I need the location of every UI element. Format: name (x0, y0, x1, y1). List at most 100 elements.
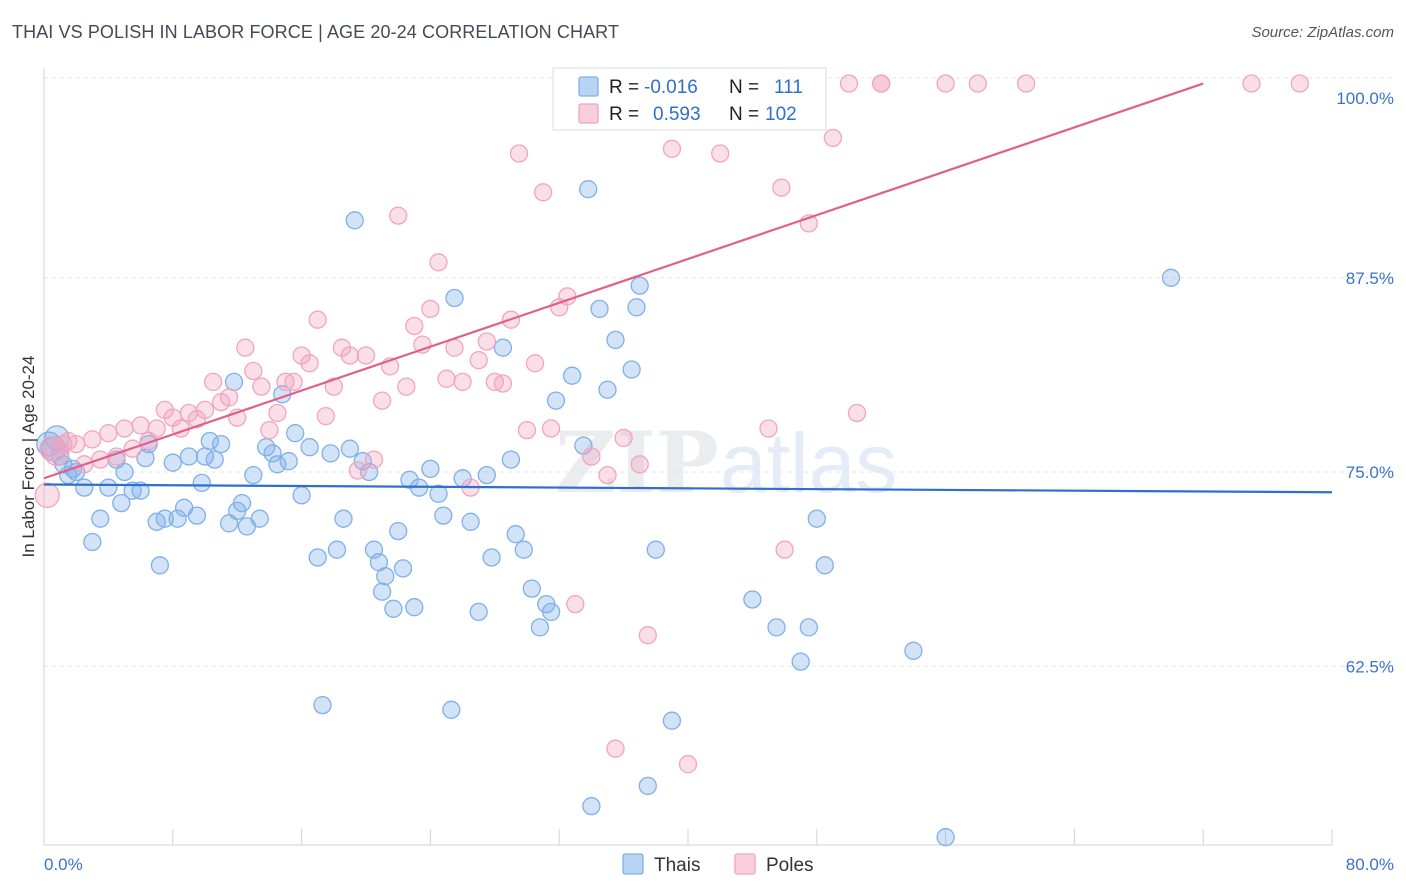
poles-point-93 (968, 74, 987, 93)
thais-point-95 (638, 776, 657, 796)
legend-poles-r-value: 0.593 (653, 104, 701, 125)
thais-point-79 (514, 540, 533, 559)
poles-point-26 (236, 338, 255, 357)
thais-point-104 (904, 641, 923, 660)
poles-point-62 (525, 354, 545, 373)
poles-point-39 (340, 346, 360, 365)
trend-lines (43, 82, 1333, 494)
poles-point-27 (244, 361, 263, 381)
thais-point-61 (389, 521, 408, 541)
poles-point-32 (284, 372, 303, 392)
poles-point-5 (67, 434, 86, 454)
poles-point-22 (203, 372, 223, 392)
thais-point-64 (405, 598, 424, 617)
series-legend-thais-label: Thais (654, 855, 700, 876)
poles-point-50 (429, 253, 448, 272)
thais-point-105 (936, 828, 955, 847)
thais-point-10 (91, 509, 110, 528)
poles-point-77 (759, 419, 778, 438)
watermark-atlas: atlas (720, 416, 897, 510)
thais-point-59 (376, 567, 395, 586)
poles-point-51 (437, 369, 456, 388)
legend-thais-n-value: 111 (774, 77, 803, 98)
thais-point-51 (334, 509, 353, 528)
thais-point-26 (187, 506, 207, 525)
chart-title: THAI VS POLISH IN LABOR FORCE | AGE 20-2… (12, 22, 620, 42)
thais-point-74 (477, 465, 496, 485)
thais-point-17 (136, 448, 155, 468)
poles-point-63 (533, 183, 553, 202)
thais-point-97 (662, 711, 682, 730)
watermark: ZIP atlas (555, 413, 897, 512)
x-tick-label-min: 0.0% (44, 855, 83, 874)
poles-point-37 (324, 377, 343, 396)
thais-trend-line (43, 483, 1333, 494)
poles-point-15 (147, 419, 166, 438)
poles-point-47 (405, 316, 424, 336)
thais-point-41 (268, 455, 287, 474)
thais-point-23 (168, 509, 187, 528)
y-tick-label-3: 100.0% (1336, 89, 1394, 108)
poles-point-76 (711, 144, 730, 163)
poles-point-96 (1290, 74, 1309, 93)
poles-point-42 (364, 450, 384, 469)
poles-point-35 (308, 310, 327, 329)
thais-point-46 (300, 438, 319, 457)
thais-point-45 (292, 486, 311, 505)
thais-point-67 (429, 484, 448, 503)
thais-point-62 (393, 559, 413, 578)
series-legend-poles-label: Poles (766, 855, 814, 876)
thais-point-77 (501, 450, 521, 469)
legend-thais-r-label: R = (609, 77, 639, 98)
thais-point-9 (83, 532, 102, 552)
thais-point-76 (493, 338, 513, 357)
thais-point-49 (321, 444, 340, 463)
thais-point-75 (482, 548, 501, 567)
poles-point-71 (614, 428, 633, 448)
poles-point-69 (598, 465, 617, 485)
thais-point-72 (461, 512, 480, 531)
thais-point-58 (372, 582, 392, 601)
poles-point-58 (493, 374, 513, 393)
thais-point-81 (530, 618, 550, 637)
poles-point-55 (469, 351, 488, 370)
thais-point-38 (250, 509, 269, 528)
poles-point-82 (847, 403, 867, 423)
poles-point-72 (630, 455, 649, 474)
thais-point-106 (1161, 268, 1181, 287)
y-tick-label-1: 75.0% (1346, 463, 1394, 482)
poles-point-49 (421, 299, 440, 319)
poles-point-0 (34, 482, 60, 508)
chart-source: Source: ZipAtlas.com (1251, 24, 1394, 41)
thais-point-102 (807, 509, 826, 528)
poles-point-95 (1242, 74, 1261, 93)
y-axis-label: In Labor Force | Age 20-24 (19, 356, 38, 558)
thais-point-47 (308, 548, 327, 567)
thais-point-89 (590, 299, 609, 319)
thais-point-31 (211, 434, 231, 454)
poles-point-46 (397, 377, 416, 396)
poles-point-53 (453, 372, 472, 392)
thais-point-50 (327, 540, 347, 559)
legend-thais-swatch (578, 76, 599, 97)
legend-thais-n-label: N = (729, 77, 759, 98)
thais-point-60 (384, 599, 403, 618)
thais-point-44 (286, 424, 305, 443)
series-legend: Thais Poles (622, 853, 814, 876)
thais-point-37 (244, 465, 263, 485)
poles-point-81 (823, 128, 843, 148)
thais-point-66 (421, 459, 440, 479)
x-ticks (172, 829, 1333, 845)
thais-point-48 (313, 695, 332, 715)
thais-point-103 (815, 556, 834, 575)
poles-point-61 (517, 420, 537, 440)
poles-point-70 (606, 739, 625, 758)
poles-point-34 (300, 354, 319, 373)
thais-point-100 (791, 652, 810, 671)
thais-point-80 (522, 579, 541, 598)
y-tick-label-2: 87.5% (1346, 269, 1394, 288)
poles-point-68 (582, 447, 601, 466)
poles-point-9 (99, 424, 118, 443)
poles-point-52 (445, 338, 464, 357)
poles-point-43 (372, 391, 392, 410)
